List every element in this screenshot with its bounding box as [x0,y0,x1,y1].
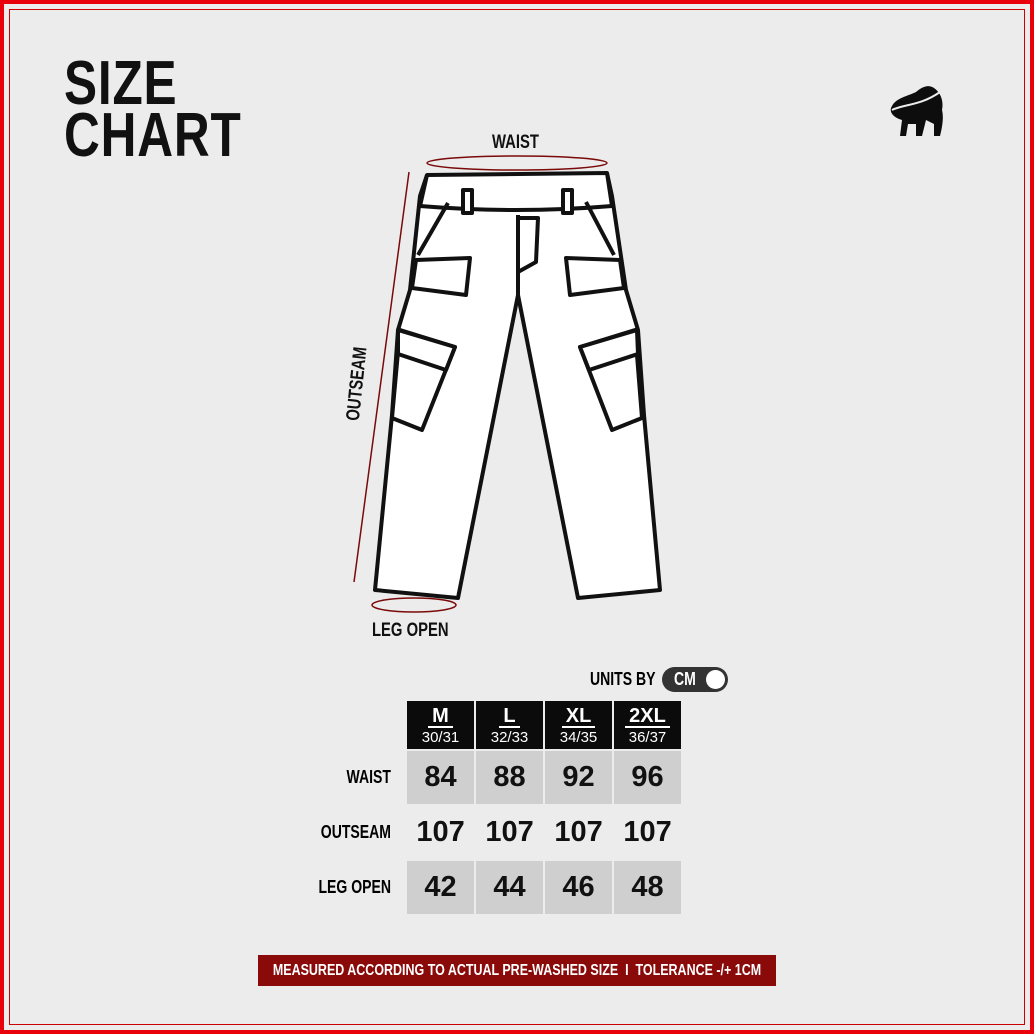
table-cell: 42 [407,861,475,914]
tolerance-banner: MEASURED ACCORDING TO ACTUAL PRE-WASHED … [258,955,776,986]
table-cell: 96 [614,751,682,804]
waist-label: WAIST [492,132,539,153]
table-row: WAIST 84 88 92 96 [298,751,682,804]
table-row: OUTSEAM 107 107 107 107 [298,806,681,859]
pants-diagram [353,155,662,613]
page-title: SIZE CHART [64,49,242,170]
table-cell: 46 [545,861,613,914]
table-cell: 107 [554,816,603,848]
size-header-xl: XL 34/35 [545,701,613,749]
toggle-knob [706,670,725,689]
table-row: LEG OPEN 42 44 46 48 [298,861,682,914]
units-toggle[interactable]: CM [662,667,728,692]
table-cell: 84 [407,751,475,804]
row-label: LEG OPEN [318,877,392,897]
leg-open-label: LEG OPEN [372,620,449,641]
units-label: UNITS BY [590,669,656,689]
table-cell: 107 [416,816,465,848]
leg-open-measure-line [371,597,457,613]
table-cell: 107 [623,816,672,848]
size-header-2xl: 2XL 36/37 [614,701,682,749]
row-label: OUTSEAM [320,822,392,842]
waist-measure-line [426,155,608,171]
size-header-m: M 30/31 [407,701,475,749]
table-cell: 88 [476,751,544,804]
size-table: M 30/31 L 32/33 XL 34/35 2XL 36/37 WAIST 84 … [296,699,683,916]
table-cell: 107 [485,816,534,848]
units-value: CM [674,669,696,689]
table-cell: 44 [476,861,544,914]
outseam-measure-line [353,171,410,583]
table-cell: 48 [614,861,682,914]
size-header-l: L 32/33 [476,701,544,749]
gorilla-logo-icon [890,86,943,136]
table-header-row: M 30/31 L 32/33 XL 34/35 2XL 36/37 [298,701,682,749]
table-cell: 92 [545,751,613,804]
row-label: WAIST [346,767,392,787]
units-selector: UNITS BY CM [590,667,728,692]
